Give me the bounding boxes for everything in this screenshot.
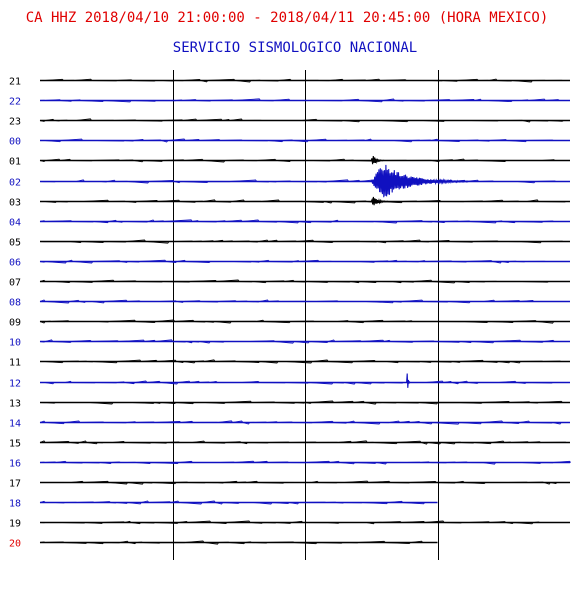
trace-noise xyxy=(39,540,424,545)
hour-label: 19 xyxy=(9,519,21,530)
trace-noise xyxy=(39,158,556,163)
event-waveform xyxy=(406,373,411,388)
event-waveform xyxy=(370,164,469,198)
trace-noise xyxy=(39,259,546,264)
time-markers xyxy=(173,70,439,560)
hour-label: 12 xyxy=(9,379,21,390)
hour-label: 18 xyxy=(9,499,21,510)
hour-label: 02 xyxy=(9,178,21,189)
trace-noise xyxy=(39,440,567,445)
hour-label: 17 xyxy=(9,479,21,490)
hour-label: 15 xyxy=(9,439,21,450)
trace-noise xyxy=(39,400,563,405)
hour-label: 13 xyxy=(9,399,21,410)
hour-label: 01 xyxy=(9,157,21,168)
hour-label: 20 xyxy=(9,539,21,550)
hour-label: 22 xyxy=(9,97,21,108)
trace-noise xyxy=(40,380,559,385)
hour-label: 11 xyxy=(9,358,21,369)
hour-label: 21 xyxy=(9,77,21,88)
trace-noise xyxy=(39,118,564,123)
trace-noise xyxy=(39,239,564,244)
hour-label: 00 xyxy=(9,137,21,148)
hour-label: 10 xyxy=(9,338,21,349)
chart-subtitle: SERVICIO SISMOLOGICO NACIONAL xyxy=(173,40,417,56)
hour-label: 04 xyxy=(9,218,21,229)
trace-noise xyxy=(40,78,563,83)
hour-labels: 21 22 23 00 01 02 03 04 05 06 07 08 09 10 11 12 13 14 15 16… xyxy=(9,77,21,550)
seismic-events xyxy=(370,156,469,388)
trace-noise xyxy=(39,279,549,284)
trace-noise xyxy=(39,460,572,465)
trace-noise xyxy=(39,219,554,224)
hour-label: 16 xyxy=(9,459,21,470)
trace-noise xyxy=(39,339,555,344)
hour-label: 07 xyxy=(9,278,21,289)
trace-noise xyxy=(39,420,562,425)
hour-label: 08 xyxy=(9,298,21,309)
hour-label: 03 xyxy=(9,198,21,209)
trace-noise xyxy=(40,138,554,143)
hour-label: 09 xyxy=(9,318,21,329)
event-waveform xyxy=(370,156,385,165)
hour-label: 14 xyxy=(9,419,21,430)
hour-label: 06 xyxy=(9,258,21,269)
trace-noise xyxy=(39,520,551,525)
hour-label: 05 xyxy=(9,238,21,249)
trace-noise xyxy=(39,500,426,505)
trace-noise xyxy=(39,319,561,324)
trace-noise xyxy=(39,480,558,485)
chart-title: CA HHZ 2018/04/10 21:00:00 - 2018/04/11 … xyxy=(26,10,549,26)
trace-noise xyxy=(39,98,560,103)
trace-noise xyxy=(39,359,562,364)
event-waveform xyxy=(370,196,390,206)
hour-label: 23 xyxy=(9,117,21,128)
trace-noise xyxy=(39,179,557,184)
trace-rows xyxy=(39,78,572,545)
trace-noise xyxy=(39,299,548,304)
trace-noise xyxy=(39,199,567,204)
